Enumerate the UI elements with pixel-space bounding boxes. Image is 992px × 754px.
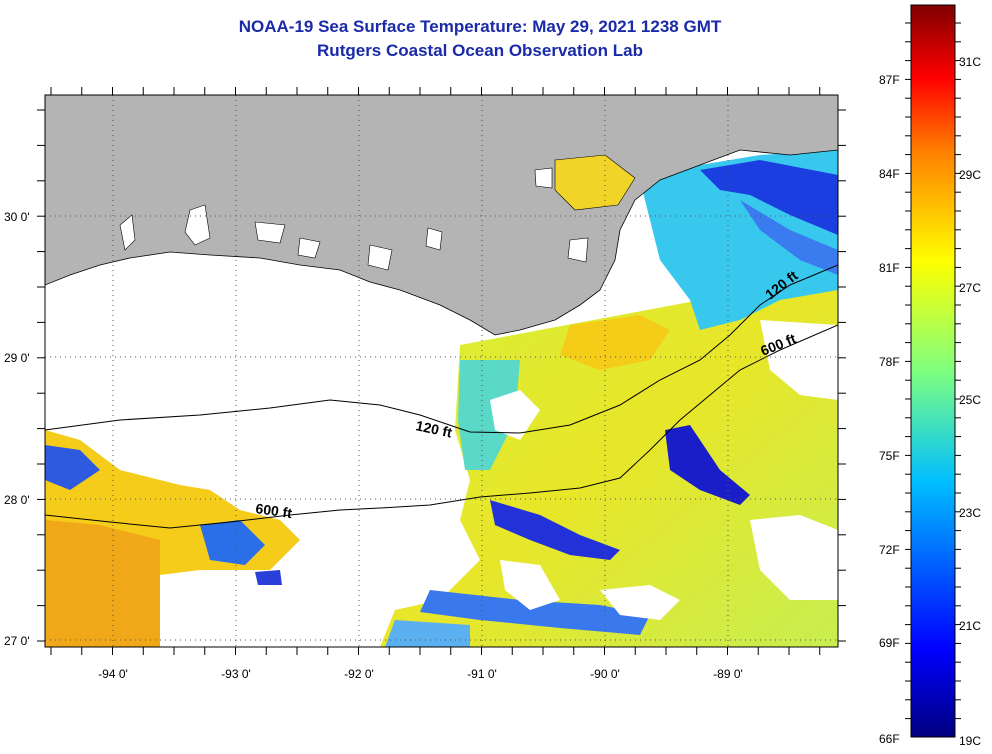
graticule	[45, 95, 838, 647]
colorbar-ticks	[905, 22, 961, 720]
cold-filament-east	[665, 425, 750, 505]
colorbar-c-label: 31C	[959, 55, 981, 69]
colorbar-c-label: 19C	[959, 734, 981, 748]
lat-label: 29 0'	[4, 351, 30, 365]
colorbar	[910, 4, 956, 738]
map-area	[45, 95, 838, 647]
lat-label: 30 0'	[4, 210, 30, 224]
lon-label: -93 0'	[221, 667, 251, 681]
contour-label-120-west: 120 ft	[414, 417, 453, 440]
land-mass	[45, 95, 838, 336]
cold-filament-south	[490, 500, 620, 560]
colorbar-f-label: 66F	[879, 732, 900, 746]
lon-label: -91 0'	[467, 667, 497, 681]
colorbar-f-label: 81F	[879, 261, 900, 275]
colorbar-c-label: 21C	[959, 619, 981, 633]
lon-label: -89 0'	[713, 667, 743, 681]
colorbar-f-label: 78F	[879, 355, 900, 369]
colorbar-c-label: 23C	[959, 506, 981, 520]
contour-120ft	[45, 264, 838, 434]
contour-label-600-west: 600 ft	[255, 500, 294, 521]
map-frame	[44, 94, 839, 648]
lon-label: -90 0'	[590, 667, 620, 681]
lon-label: -92 0'	[344, 667, 374, 681]
colorbar-f-label: 69F	[879, 636, 900, 650]
lat-label: 27 0'	[4, 634, 30, 648]
colorbar-c-label: 25C	[959, 393, 981, 407]
contour-600ft	[45, 324, 838, 529]
colorbar-c-label: 29C	[959, 168, 981, 182]
lon-label: -94 0'	[98, 667, 128, 681]
colorbar-f-label: 72F	[879, 543, 900, 557]
map-subtitle: Rutgers Coastal Ocean Observation Lab	[317, 41, 643, 60]
colorbar-f-label: 75F	[879, 449, 900, 463]
colorbar-f-label: 84F	[879, 167, 900, 181]
frame-ticks	[37, 87, 846, 655]
map-title: NOAA-19 Sea Surface Temperature: May 29,…	[238, 17, 722, 36]
lat-label: 28 0'	[4, 493, 30, 507]
colorbar-f-label: 87F	[879, 73, 900, 87]
colorbar-c-label: 27C	[959, 281, 981, 295]
